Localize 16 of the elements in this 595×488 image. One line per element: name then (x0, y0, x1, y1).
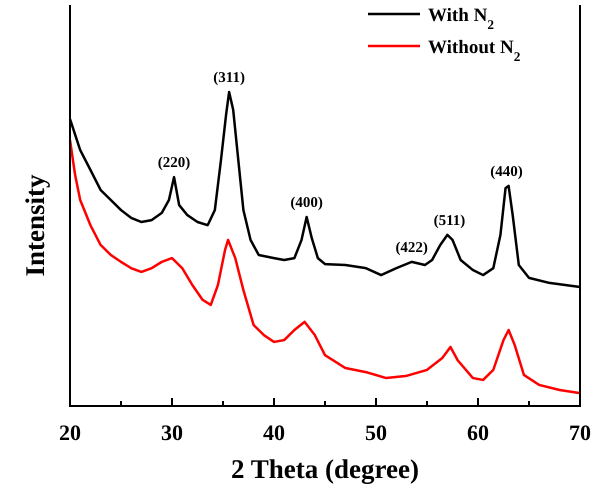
annotation: (511) (434, 212, 466, 229)
x-tick-label: 30 (161, 420, 183, 445)
x-axis-title: 2 Theta (degree) (231, 454, 419, 484)
x-tick-label: 70 (569, 420, 591, 445)
x-tick-label: 60 (467, 420, 489, 445)
annotation: (440) (490, 164, 523, 180)
legend-label: Without N$_{2}$ (428, 37, 521, 64)
annotation: (220) (158, 155, 190, 172)
y-axis-title: Intensity (20, 174, 50, 277)
annotation: (400) (290, 194, 323, 211)
annotation: (311) (213, 70, 245, 86)
x-tick-label: 20 (59, 420, 81, 445)
annotation: (422) (395, 240, 428, 256)
legend-label: With N$_{2}$ (428, 5, 494, 32)
x-tick-label: 40 (263, 420, 285, 445)
x-tick-label: 50 (365, 420, 387, 445)
